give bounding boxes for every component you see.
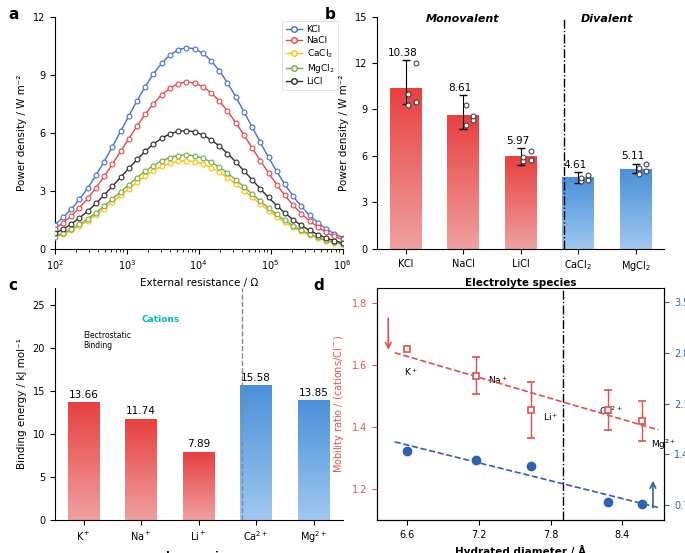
Text: 8.61: 8.61 xyxy=(449,83,472,93)
Y-axis label: Mobility ratio / (cations/Cl$^-$): Mobility ratio / (cations/Cl$^-$) xyxy=(332,335,346,473)
Text: a: a xyxy=(9,7,19,22)
Text: d: d xyxy=(314,278,324,293)
Text: Na$^+$: Na$^+$ xyxy=(488,374,508,386)
Text: Mg$^{2+}$: Mg$^{2+}$ xyxy=(651,438,677,452)
Legend: KCl, NaCl, CaCl$_2$, MgCl$_2$, LiCl: KCl, NaCl, CaCl$_2$, MgCl$_2$, LiCl xyxy=(282,21,338,90)
X-axis label: Electrolyte species: Electrolyte species xyxy=(465,278,576,288)
Text: Ca$^{2+}$: Ca$^{2+}$ xyxy=(599,404,622,417)
Text: 13.66: 13.66 xyxy=(68,390,99,400)
Text: Divalent: Divalent xyxy=(581,14,633,24)
Text: Li$^+$: Li$^+$ xyxy=(543,411,559,423)
Text: Electrostatic
Binding: Electrostatic Binding xyxy=(84,331,132,350)
X-axis label: External resistance / Ω: External resistance / Ω xyxy=(140,278,258,288)
Text: 11.74: 11.74 xyxy=(126,406,156,416)
Text: 5.97: 5.97 xyxy=(506,135,530,145)
Y-axis label: Binding energy / kJ mol⁻¹: Binding energy / kJ mol⁻¹ xyxy=(17,338,27,469)
Text: 4.61: 4.61 xyxy=(564,160,587,170)
Text: c: c xyxy=(9,278,18,293)
Text: b: b xyxy=(325,7,336,22)
Text: 7.89: 7.89 xyxy=(187,440,210,450)
Text: 10.38: 10.38 xyxy=(388,48,418,58)
Text: Monovalent: Monovalent xyxy=(426,14,500,24)
Text: 13.85: 13.85 xyxy=(299,388,329,398)
Y-axis label: Power density / W m⁻²: Power density / W m⁻² xyxy=(339,75,349,191)
Text: 15.58: 15.58 xyxy=(241,373,271,383)
Text: Cations: Cations xyxy=(141,315,179,325)
Text: K$^+$: K$^+$ xyxy=(404,367,418,378)
Y-axis label: Power density / W m⁻²: Power density / W m⁻² xyxy=(17,75,27,191)
X-axis label: Hydrated diameter / Å: Hydrated diameter / Å xyxy=(455,545,586,553)
Text: 5.11: 5.11 xyxy=(621,151,645,161)
X-axis label: Ion species: Ion species xyxy=(166,551,232,553)
